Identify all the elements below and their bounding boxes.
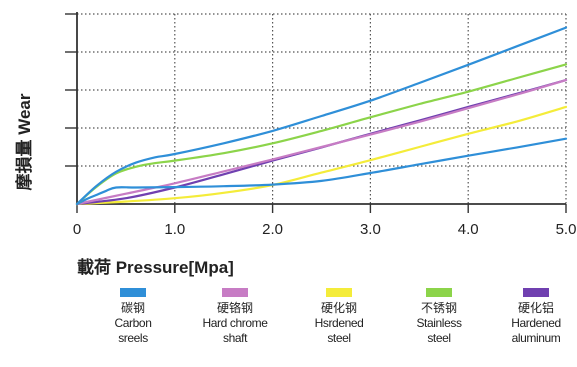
axes <box>65 12 567 213</box>
legend-swatch <box>120 288 146 297</box>
legend-swatch <box>426 288 452 297</box>
x-tick-label: 1.0 <box>164 221 185 238</box>
x-tick-label: 5.0 <box>556 221 577 238</box>
series-line-0 <box>75 137 568 206</box>
x-tick-label: 3.0 <box>360 221 381 238</box>
series-line-5 <box>75 26 568 206</box>
legend-label-cn: 碳钢 <box>120 301 145 315</box>
x-tick-labels: 0 1.0 2.0 3.0 4.0 5.0 <box>73 221 577 238</box>
legend-item: 碳钢 Carbon sreels <box>85 288 181 346</box>
y-axis-title: 摩損量 Wear <box>14 93 34 190</box>
legend-label-cn: 硬铬钢 <box>216 301 253 315</box>
legend-label-cn: 硬化钢 <box>320 301 357 315</box>
legend-label-en: Hardened aluminum <box>511 316 561 345</box>
series-line-4 <box>75 79 568 206</box>
legend-swatch <box>326 288 352 297</box>
legend-item: 硬化钢 Hsrdened steel <box>291 288 387 346</box>
series-line-3 <box>75 63 568 206</box>
legend-label-en: Stainless steel <box>416 316 462 345</box>
legend-label-en: Carbon sreels <box>114 316 152 345</box>
legend-swatch <box>523 288 549 297</box>
legend-label-cn: 不锈钢 <box>420 301 457 315</box>
legend-label-en: Hsrdened steel <box>314 316 364 345</box>
series-lines <box>75 26 568 206</box>
legend-label-cn: 硬化铝 <box>517 301 554 315</box>
legend-label-en: Hard chrome shaft <box>202 316 268 345</box>
legend-item: 不锈钢 Stainless steel <box>391 288 487 346</box>
legend-swatch <box>222 288 248 297</box>
grid-lines <box>77 13 567 204</box>
x-axis-title: 載荷 Pressure[Mpa] <box>77 257 234 277</box>
legend: 碳钢 Carbon sreels 硬铬钢 Hard chrome shaft 硬化钢 Hsrd… <box>98 288 568 364</box>
legend-item: 硬化铝 Hardened aluminum <box>488 288 577 346</box>
x-tick-label: 4.0 <box>458 221 479 238</box>
x-tick-label: 0 <box>73 221 81 238</box>
x-tick-label: 2.0 <box>262 221 283 238</box>
series-line-1 <box>75 79 568 206</box>
wear-chart: 0 1.0 2.0 3.0 4.0 5.0 摩損量 Wear 載荷 Pressure[Mp… <box>14 12 577 277</box>
series-line-2 <box>75 105 568 206</box>
legend-item: 硬铬钢 Hard chrome shaft <box>187 288 283 346</box>
